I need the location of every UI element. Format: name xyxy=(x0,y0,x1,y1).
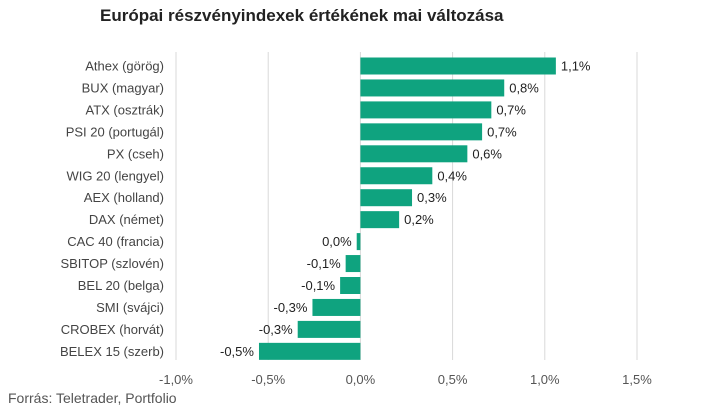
data-label: 0,7% xyxy=(496,102,526,117)
category-label: SBITOP (szlovén) xyxy=(60,256,164,271)
category-label: Athex (görög) xyxy=(85,59,164,74)
data-label: 0,4% xyxy=(437,168,467,183)
x-tick-label: 1,5% xyxy=(622,372,652,387)
x-tick-label: 0,5% xyxy=(438,372,468,387)
data-label: -0,3% xyxy=(259,322,293,337)
data-label: -0,3% xyxy=(273,300,307,315)
chart-title: Európai részvényindexek értékének mai vá… xyxy=(100,6,504,25)
x-tick-label: 0,0% xyxy=(346,372,376,387)
data-label: 0,6% xyxy=(472,146,502,161)
data-label: 1,1% xyxy=(561,59,591,74)
category-label: WIG 20 (lengyel) xyxy=(66,168,164,183)
x-tick-label: -1,0% xyxy=(159,372,193,387)
data-label: -0,5% xyxy=(220,344,254,359)
data-label: -0,1% xyxy=(301,278,335,293)
data-label: -0,1% xyxy=(307,256,341,271)
category-label: BELEX 15 (szerb) xyxy=(60,344,164,359)
bar xyxy=(312,298,361,316)
data-label: 0,3% xyxy=(417,190,447,205)
data-label: 0,7% xyxy=(487,124,517,139)
bar xyxy=(360,211,400,229)
bar xyxy=(360,79,505,97)
bar xyxy=(356,233,361,251)
source-note: Forrás: Teletrader, Portfolio xyxy=(8,390,177,406)
x-tick-label: 1,0% xyxy=(530,372,560,387)
bar xyxy=(360,189,413,207)
bar xyxy=(340,277,361,294)
category-label: PX (cseh) xyxy=(107,146,164,161)
bar xyxy=(360,123,483,141)
labels: -1,0% -0,5% 0,0% 0,5% 1,0% 1,5% Athex (görög) 1… xyxy=(60,59,652,388)
bar xyxy=(258,342,361,360)
x-tick-label: -0,5% xyxy=(251,372,285,387)
category-label: BUX (magyar) xyxy=(82,80,164,95)
data-label: 0,0% xyxy=(322,234,352,249)
data-label: 0,2% xyxy=(404,212,434,227)
category-label: BEL 20 (belga) xyxy=(78,278,164,293)
bar xyxy=(360,145,468,163)
category-label: CROBEX (horvát) xyxy=(61,322,164,337)
bar xyxy=(345,255,361,273)
category-label: PSI 20 (portugál) xyxy=(66,124,164,139)
bars xyxy=(258,57,556,360)
bar xyxy=(360,167,433,185)
category-label: AEX (holland) xyxy=(84,190,164,205)
bar xyxy=(360,57,556,75)
bar xyxy=(360,101,492,119)
category-label: CAC 40 (francia) xyxy=(67,234,164,249)
bar xyxy=(297,320,361,338)
category-label: ATX (osztrák) xyxy=(86,102,165,117)
category-label: DAX (német) xyxy=(89,212,164,227)
category-label: SMI (svájci) xyxy=(96,300,164,315)
data-label: 0,8% xyxy=(509,80,539,95)
